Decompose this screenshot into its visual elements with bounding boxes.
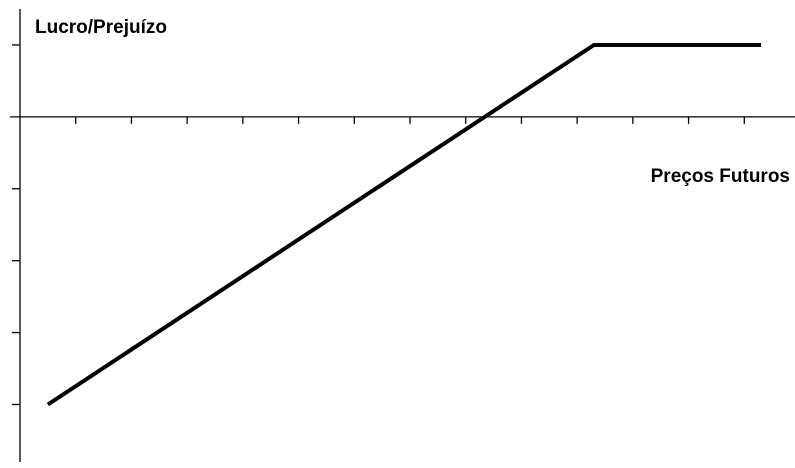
- payoff-line: [46, 43, 761, 407]
- x-axis-label: Preços Futuros: [651, 166, 790, 187]
- axes: [10, 9, 795, 462]
- series-group: [46, 43, 761, 407]
- y-axis-label: Lucro/Prejuízo: [35, 17, 167, 38]
- tick-marks: [12, 44, 745, 406]
